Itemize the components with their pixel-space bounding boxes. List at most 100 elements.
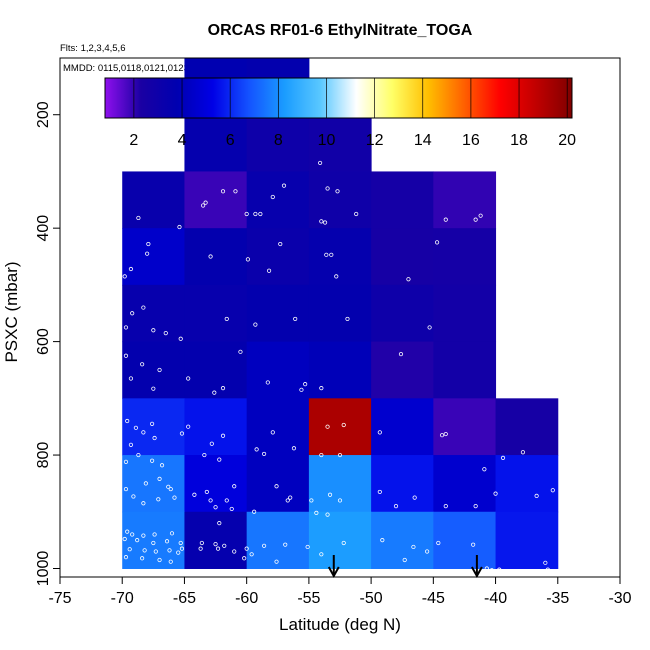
sample-point [213, 542, 218, 547]
heatmap-cell [246, 341, 310, 399]
sample-point [265, 380, 270, 385]
sample-point [252, 509, 257, 514]
heatmap-cell [308, 455, 372, 513]
x-tick-label: -40 [484, 590, 507, 607]
sample-point [128, 376, 134, 381]
sample-point [278, 241, 283, 247]
y-tick-label: 1000 [35, 551, 52, 587]
heatmap-cell [246, 171, 310, 229]
sample-point [229, 506, 234, 512]
sample-point [163, 330, 168, 336]
heatmap-cell [371, 171, 434, 229]
sample-point [151, 386, 156, 391]
down-arrow-icon [471, 555, 483, 579]
colorbar-tick-label: 8 [274, 132, 283, 149]
heatmap-cell [308, 114, 372, 172]
heatmap-cell [371, 398, 434, 456]
y-tick-label: 400 [35, 215, 52, 242]
sample-point [325, 424, 330, 429]
colorbar-tick-label: 6 [226, 132, 235, 149]
sample-point [178, 540, 183, 546]
heatmap-cell [246, 398, 310, 456]
sample-point [198, 546, 203, 551]
heatmap-cell [184, 284, 248, 343]
sample-point [274, 559, 279, 564]
heatmap-cell [433, 455, 497, 513]
sample-point [141, 305, 146, 310]
sample-point [172, 495, 177, 500]
sample-point [232, 549, 237, 554]
sample-point [341, 540, 346, 546]
chart-title: ORCAS RF01-6 EthylNitrate_TOGA [208, 22, 473, 39]
sample-point [238, 349, 243, 354]
colorbar-tick-label: 2 [129, 132, 138, 149]
sample-point [443, 431, 448, 437]
sample-point [136, 452, 141, 458]
sample-point [123, 353, 129, 358]
sample-point [146, 241, 151, 247]
sample-point [489, 568, 494, 573]
heatmap-cell [122, 341, 185, 399]
heatmap-cell [184, 171, 248, 229]
sample-point [434, 240, 440, 245]
heatmap-cell [371, 341, 434, 399]
sample-point [151, 328, 156, 333]
heatmap-cell [495, 398, 559, 456]
sample-point [412, 495, 417, 500]
sample-point [136, 215, 141, 221]
sample-point [202, 452, 207, 458]
sample-point [261, 451, 267, 457]
sample-point [209, 441, 214, 446]
sample-point [324, 252, 329, 257]
sample-point [281, 183, 287, 188]
sample-point [178, 336, 183, 341]
sample-point [425, 549, 430, 554]
sample-point [443, 217, 448, 222]
sample-point [322, 220, 328, 225]
colorbar-frame [104, 77, 573, 119]
sample-point [157, 367, 162, 373]
x-tick-label: -45 [422, 590, 445, 607]
colorbar-tick-label: 14 [414, 132, 432, 149]
sample-point [199, 540, 204, 546]
sample-point [285, 498, 290, 503]
sample-point [176, 550, 181, 555]
heatmap-cell [184, 114, 248, 172]
sample-point [157, 476, 162, 481]
colorbar-tick-label: 12 [366, 132, 384, 149]
sample-point [159, 463, 165, 468]
x-tick-label: -50 [360, 590, 383, 607]
sample-point [406, 277, 411, 282]
sample-point [220, 386, 226, 391]
sample-point [217, 457, 222, 462]
sample-point [130, 532, 135, 537]
sample-point [443, 503, 448, 509]
sample-point [335, 189, 340, 194]
heatmap-cell [184, 455, 248, 513]
y-tick-label: 200 [35, 101, 52, 128]
y-tick-label: 600 [35, 328, 52, 355]
sample-point [149, 421, 155, 426]
heatmap-cell [433, 171, 497, 229]
sample-point [122, 536, 127, 542]
sample-point [142, 548, 147, 553]
flights-label: Flts: 1,2,3,4,5,6 [60, 43, 125, 54]
heatmap-cell [246, 228, 310, 286]
heatmap-cell [495, 455, 559, 513]
sample-point [520, 450, 526, 455]
plot-frame [59, 57, 621, 578]
sample-point [317, 160, 323, 166]
sample-point [153, 549, 158, 554]
sample-point [116, 502, 121, 508]
heatmap-cell [184, 341, 248, 399]
heatmap-cell [308, 171, 372, 229]
heatmap-cell [246, 455, 310, 513]
sample-point [427, 325, 432, 330]
sample-point [482, 467, 487, 472]
heatmap-cell [433, 228, 497, 286]
heatmap-cell [122, 171, 185, 229]
sample-point [411, 544, 416, 550]
sample-point [143, 481, 148, 486]
sample-point [151, 540, 156, 546]
